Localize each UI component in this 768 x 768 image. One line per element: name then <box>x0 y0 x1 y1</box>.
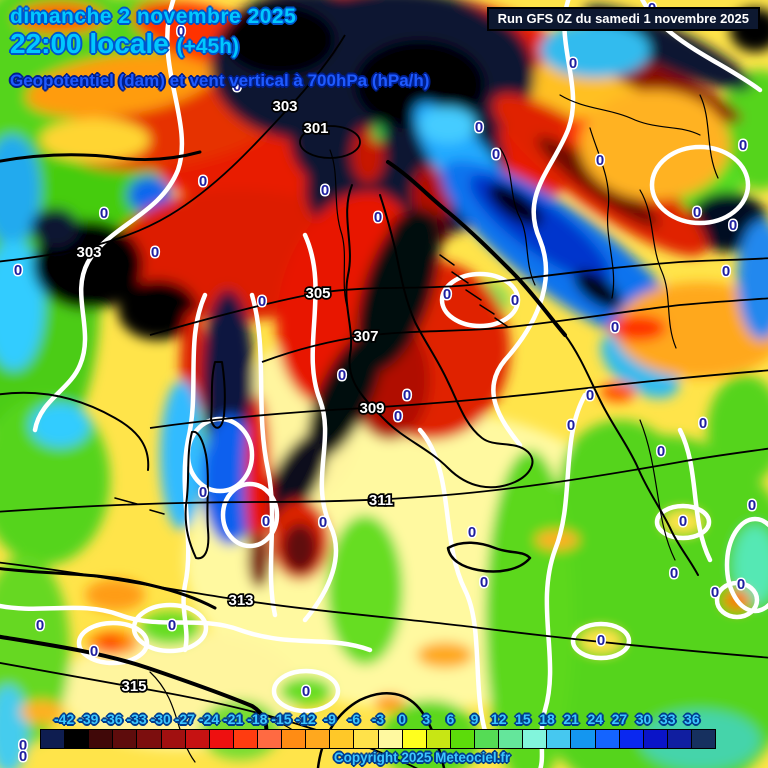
zero-contour-label: 0 <box>443 286 451 303</box>
zero-contour-label: 0 <box>492 146 500 163</box>
zero-contour-label: 0 <box>657 443 665 460</box>
zero-contour-label: 0 <box>475 119 483 136</box>
zero-contour-label: 0 <box>374 209 382 226</box>
zero-contour-label: 0 <box>151 244 159 261</box>
geopotential-contour-label: 309 <box>359 400 384 417</box>
zero-contour-label: 0 <box>711 584 719 601</box>
zero-contour-label: 0 <box>480 574 488 591</box>
zero-contour-label: 0 <box>338 367 346 384</box>
zero-contour-label: 0 <box>511 292 519 309</box>
geopotential-contour-label: 305 <box>305 285 330 302</box>
zero-contour-label: 0 <box>100 205 108 222</box>
zero-contour-label: 0 <box>168 617 176 634</box>
zero-contour-label: 0 <box>611 319 619 336</box>
zero-contour-label: 0 <box>670 565 678 582</box>
zero-contour-label: 0 <box>14 262 22 279</box>
zero-contour-label: 0 <box>177 23 185 40</box>
zero-contour-label: 0 <box>199 484 207 501</box>
zero-contour-label: 0 <box>319 514 327 531</box>
zero-contour-label: 0 <box>739 137 747 154</box>
zero-contour-label: 0 <box>19 737 27 754</box>
geopotential-contour-label: 303 <box>76 244 101 261</box>
zero-contour-label: 0 <box>693 204 701 221</box>
zero-contour-label: 0 <box>302 683 310 700</box>
geopotential-contour-label: 303 <box>272 98 297 115</box>
zero-contour-label: 0 <box>403 387 411 404</box>
zero-contour-label: 0 <box>262 513 270 530</box>
zero-contour-label: 0 <box>729 217 737 234</box>
zero-contour-label: 0 <box>596 152 604 169</box>
geopotential-contour-label: 313 <box>228 592 253 609</box>
run-info-box: Run GFS 0Z du samedi 1 novembre 2025 <box>486 7 760 31</box>
zero-contour-label: 0 <box>19 748 27 765</box>
zero-contour-label: 0 <box>679 513 687 530</box>
geopotential-contour-label: 311 <box>369 492 393 509</box>
zero-contour-label: 0 <box>699 415 707 432</box>
zero-contour-label: 0 <box>586 387 594 404</box>
zero-contour-label: 0 <box>90 643 98 660</box>
zero-contour-label: 0 <box>748 497 756 514</box>
geopotential-contour-label: 315 <box>121 678 146 695</box>
zero-contour-label: 0 <box>468 524 476 541</box>
copyright-label: Copyright 2025 Meteociel.fr <box>333 750 511 765</box>
zero-contour-label: 0 <box>567 417 575 434</box>
geopotential-contour-label: 301 <box>303 120 328 137</box>
zero-contour-label: 0 <box>258 293 266 310</box>
zero-contour-label: 0 <box>569 55 577 72</box>
zero-contour-label: 0 <box>737 576 745 593</box>
zero-contour-label: 0 <box>394 408 402 425</box>
zero-contour-label: 0 <box>36 617 44 634</box>
zero-contour-label: 0 <box>722 263 730 280</box>
geopotential-contour-label: 307 <box>353 328 378 345</box>
zero-contour-label: 0 <box>199 173 207 190</box>
zero-contour-label: 0 <box>321 182 329 199</box>
zero-contour-label: 0 <box>233 78 241 95</box>
zero-contour-label: 0 <box>597 632 605 649</box>
